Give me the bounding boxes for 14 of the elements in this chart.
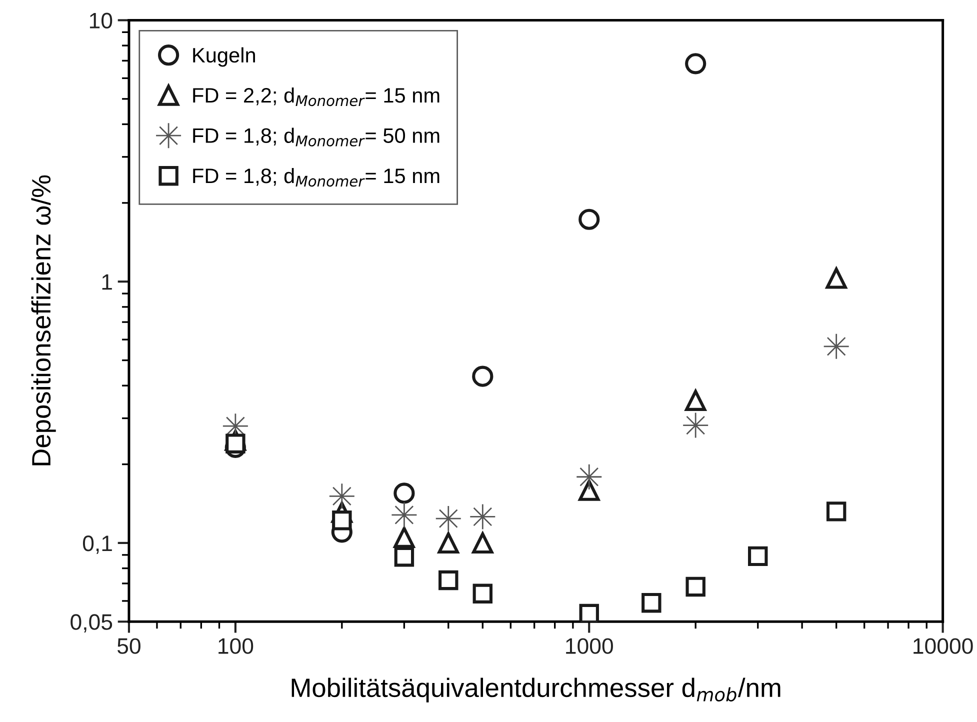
y-axis-title: Depositionseffizienz ω/% [31,175,56,466]
y-tick-label: 0,1 [82,535,112,554]
legend-label: FD = 1,8; d$_{Monomer}$= 15 nm [193,168,440,187]
y-tick-label: 0,05 [70,614,112,633]
x-tick-label: 100 [218,638,254,654]
x-tick-label: 10000 [914,638,973,654]
x-axis-title: Mobilitätsäquivalentdurchmesser d$_{mob}$/nm [292,678,780,702]
legend-label: Kugeln [193,47,255,67]
y-tick-label: 1 [102,274,112,290]
legend-label: FD = 1,8; d$_{Monomer}$= 50 nm [193,128,440,146]
y-tick-label: 10 [90,12,112,28]
x-tick-label: 1000 [566,638,613,654]
legend-label: FD = 2,2; d$_{Monomer}$= 15 nm [193,87,440,106]
x-tick-label: 50 [117,638,140,654]
